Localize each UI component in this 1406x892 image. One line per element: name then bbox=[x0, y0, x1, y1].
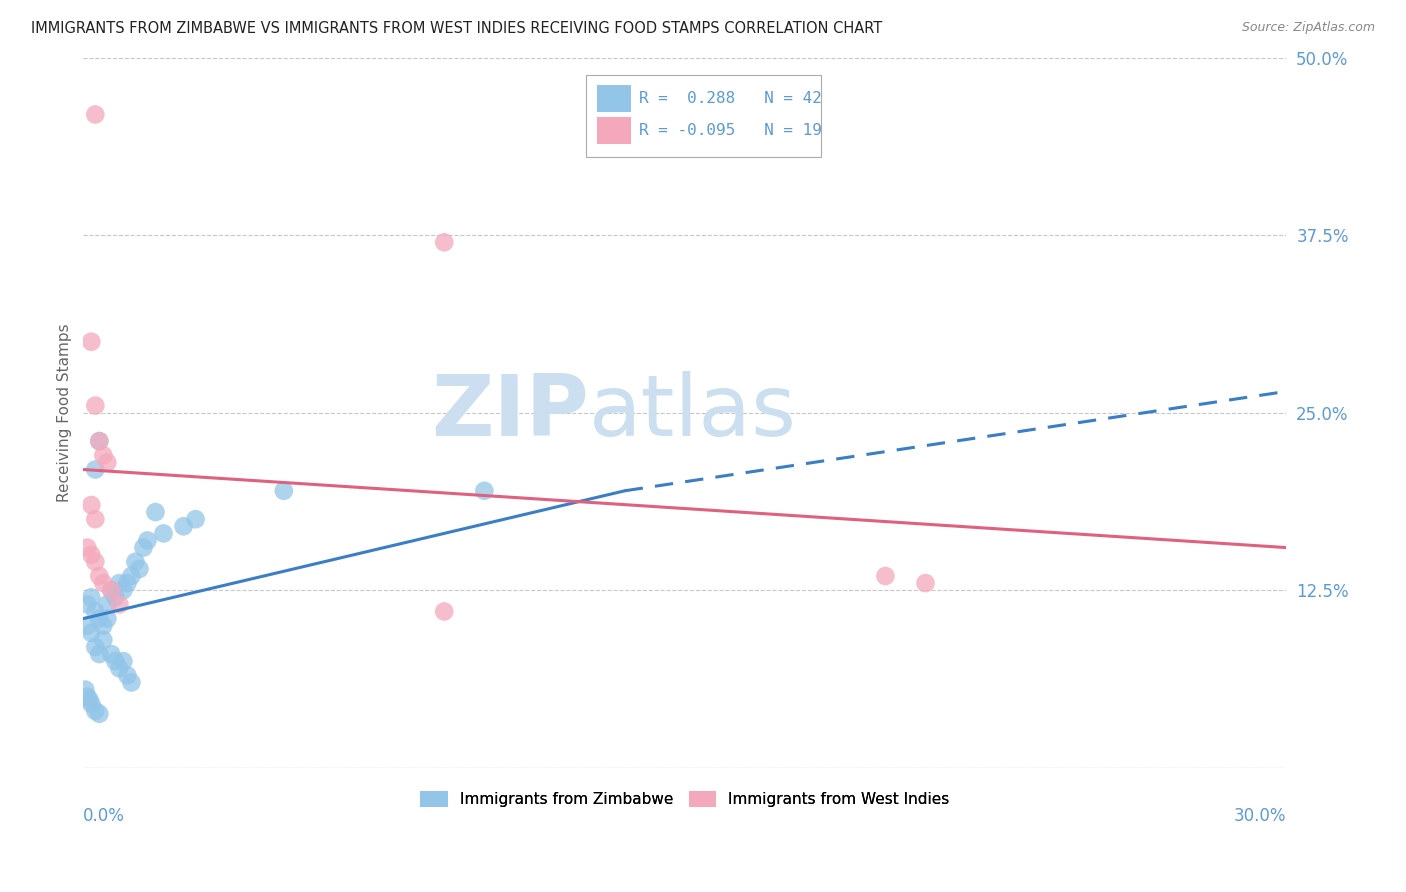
Point bbox=[80, 548, 103, 562]
Point bbox=[84, 555, 107, 569]
Point bbox=[433, 605, 456, 619]
Point bbox=[96, 598, 118, 612]
Text: R = -0.095   N = 19: R = -0.095 N = 19 bbox=[640, 122, 823, 137]
Point bbox=[76, 541, 98, 555]
Point bbox=[76, 598, 98, 612]
Point bbox=[914, 576, 936, 591]
Point bbox=[80, 697, 103, 711]
Point bbox=[112, 654, 135, 668]
Point bbox=[96, 455, 118, 469]
Point bbox=[136, 533, 159, 548]
Point bbox=[80, 498, 103, 512]
Text: R =  0.288   N = 42: R = 0.288 N = 42 bbox=[640, 91, 823, 105]
Point bbox=[273, 483, 295, 498]
FancyBboxPatch shape bbox=[598, 85, 631, 112]
Point bbox=[184, 512, 207, 526]
FancyBboxPatch shape bbox=[598, 117, 631, 144]
Point bbox=[128, 562, 150, 576]
Point bbox=[75, 682, 97, 697]
Point bbox=[104, 654, 127, 668]
Text: atlas: atlas bbox=[589, 371, 797, 454]
Point bbox=[93, 618, 115, 632]
Point bbox=[875, 569, 897, 583]
Point bbox=[80, 334, 103, 349]
Point bbox=[84, 704, 107, 718]
Point bbox=[124, 555, 146, 569]
Point bbox=[89, 706, 111, 721]
Point bbox=[89, 434, 111, 448]
Text: IMMIGRANTS FROM ZIMBABWE VS IMMIGRANTS FROM WEST INDIES RECEIVING FOOD STAMPS CO: IMMIGRANTS FROM ZIMBABWE VS IMMIGRANTS F… bbox=[31, 21, 882, 37]
Y-axis label: Receiving Food Stamps: Receiving Food Stamps bbox=[58, 324, 72, 502]
Point bbox=[100, 583, 122, 598]
Text: 0.0%: 0.0% bbox=[83, 806, 125, 825]
Point bbox=[89, 434, 111, 448]
Point bbox=[84, 640, 107, 654]
Point bbox=[100, 647, 122, 661]
Point bbox=[117, 576, 139, 591]
Point bbox=[93, 632, 115, 647]
Point bbox=[108, 576, 131, 591]
Point bbox=[84, 399, 107, 413]
Text: 30.0%: 30.0% bbox=[1234, 806, 1286, 825]
Point bbox=[84, 605, 107, 619]
Point bbox=[152, 526, 174, 541]
Point bbox=[117, 668, 139, 682]
Point bbox=[433, 235, 456, 250]
Point bbox=[76, 690, 98, 704]
Point bbox=[96, 611, 118, 625]
Point bbox=[84, 462, 107, 476]
Point bbox=[89, 647, 111, 661]
Point bbox=[120, 675, 142, 690]
Point bbox=[173, 519, 195, 533]
Point bbox=[472, 483, 495, 498]
Text: Source: ZipAtlas.com: Source: ZipAtlas.com bbox=[1241, 21, 1375, 35]
Point bbox=[112, 583, 135, 598]
Point bbox=[79, 692, 101, 706]
Point bbox=[76, 618, 98, 632]
Point bbox=[80, 591, 103, 605]
Point bbox=[145, 505, 167, 519]
Point bbox=[132, 541, 155, 555]
Point bbox=[93, 448, 115, 462]
Point bbox=[108, 661, 131, 675]
Point bbox=[93, 576, 115, 591]
Point bbox=[100, 583, 122, 598]
Legend: Immigrants from Zimbabwe, Immigrants from West Indies: Immigrants from Zimbabwe, Immigrants fro… bbox=[415, 785, 956, 814]
Point bbox=[80, 625, 103, 640]
Point bbox=[84, 107, 107, 121]
Point bbox=[104, 591, 127, 605]
Point bbox=[89, 611, 111, 625]
Point bbox=[89, 569, 111, 583]
Point bbox=[120, 569, 142, 583]
Point bbox=[108, 598, 131, 612]
Point bbox=[84, 512, 107, 526]
Text: ZIP: ZIP bbox=[430, 371, 589, 454]
FancyBboxPatch shape bbox=[586, 76, 821, 157]
